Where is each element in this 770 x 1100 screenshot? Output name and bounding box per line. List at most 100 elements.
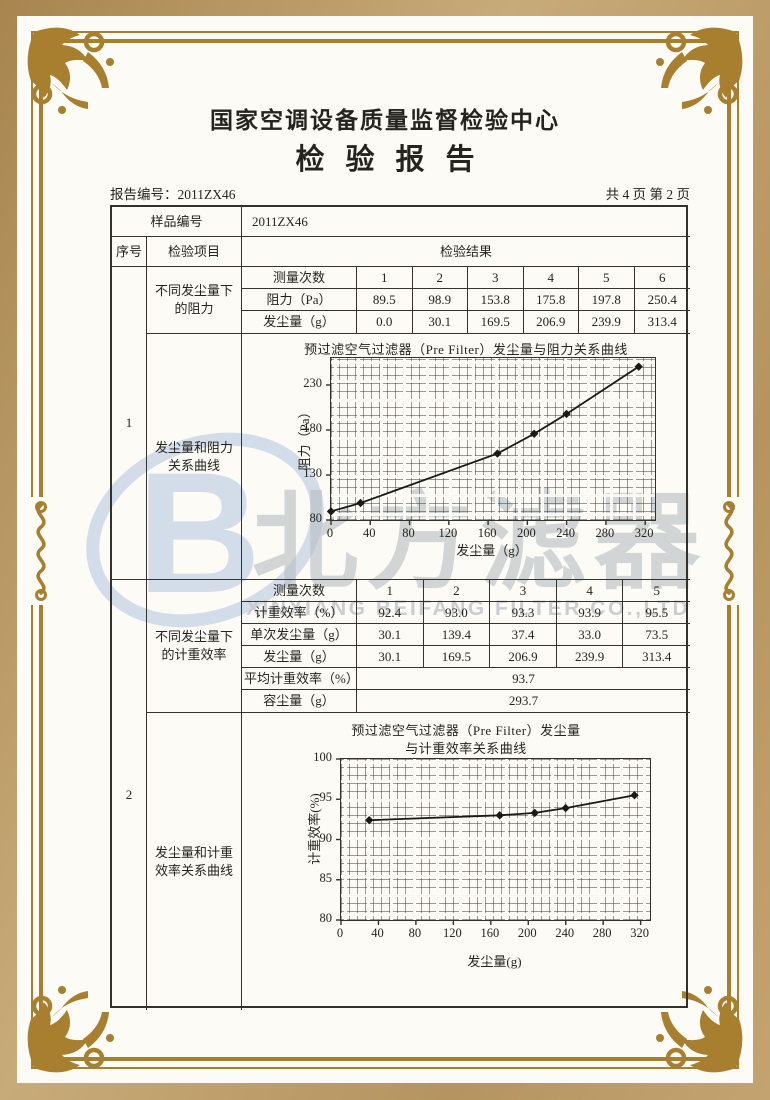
y-tick-label: 95: [319, 790, 333, 805]
st2-val: 37.4: [490, 624, 557, 646]
x-tick-label: 280: [592, 926, 612, 940]
report-title: 检验报告: [295, 144, 496, 176]
st2-col: 5: [623, 580, 690, 602]
side-scroll-ornament-icon: [714, 497, 744, 605]
seq-1: 1: [112, 267, 147, 580]
st2-row-label: 单次发尘量（g）: [242, 624, 357, 646]
st1-row-label: 发尘量（g）: [242, 311, 357, 334]
st1-val: 98.9: [412, 289, 468, 311]
y-tick-label: 130: [303, 466, 322, 480]
chart-title-line1: 预过滤空气过滤器（Pre Filter）发尘量: [351, 723, 581, 738]
x-tick-label: 120: [442, 926, 462, 940]
st2-val: 33.0: [556, 624, 624, 646]
corner-ornament-icon: [648, 978, 748, 1078]
st1-col: 2: [412, 267, 468, 289]
x-tick-label: 0: [326, 526, 334, 540]
item-efficiency: 不同发尘量下的计重效率: [147, 580, 242, 713]
st1-val: 30.1: [412, 311, 468, 334]
st1-val: 313.4: [634, 311, 690, 334]
report-number: 报告编号：2011ZX46: [110, 187, 236, 202]
x-tick-label: 40: [363, 526, 376, 540]
st2-col: 4: [556, 580, 624, 602]
st2-val: 139.4: [423, 624, 491, 646]
st1-val: 175.8: [523, 289, 579, 311]
st2-row-label: 发尘量（g）: [242, 646, 357, 668]
header-seq: 序号: [112, 237, 147, 267]
y-tick-label: 90: [319, 830, 333, 845]
resistance-chart: 预过滤空气过滤器（Pre Filter）发尘量与阻力关系曲线 阻力（Pa） 发尘…: [242, 334, 690, 580]
chart-plot: [326, 357, 656, 525]
st1-row-label: 测量次数: [242, 267, 357, 289]
st1-val: 239.9: [579, 311, 635, 334]
st1-val: 153.8: [468, 289, 524, 311]
x-tick-label: 240: [556, 526, 575, 540]
st1-val: 89.5: [357, 289, 413, 311]
chart-title: 预过滤空气过滤器（Pre Filter）发尘量与阻力关系曲线: [304, 342, 628, 357]
st1-col: 4: [523, 267, 579, 289]
st2-val: 95.5: [623, 602, 690, 624]
header-item: 检验项目: [147, 237, 242, 267]
page-indicator: 共 4 页 第 2 页: [605, 187, 690, 202]
st2-val: 92.4: [357, 602, 424, 624]
inspection-result-table: 样品编号 2011ZX46 序号 检验项目 检验结果 1 2 不同发尘量下的阻力…: [110, 205, 690, 1010]
header-result: 检验结果: [242, 237, 690, 267]
x-tick-label: 40: [371, 926, 384, 940]
chart-title-line2: 与计重效率关系曲线: [405, 741, 527, 756]
st2-val: 169.5: [423, 646, 491, 668]
dust-capacity-value: 293.7: [357, 690, 690, 713]
st1-val: 169.5: [468, 311, 524, 334]
chart-plot: [336, 758, 651, 925]
st1-col: 1: [357, 267, 413, 289]
sample-no-label: 样品编号: [112, 207, 242, 237]
x-tick-label: 80: [408, 926, 422, 940]
x-tick-label: 120: [438, 526, 458, 540]
st2-val: 30.1: [357, 624, 424, 646]
st1-col: 3: [468, 267, 524, 289]
st2-val: 93.3: [490, 602, 557, 624]
st2-row-label: 平均计重效率（%）: [242, 668, 359, 690]
side-scroll-ornament-icon: [26, 497, 56, 605]
st1-val: 250.4: [634, 289, 690, 311]
x-tick-label: 160: [477, 526, 497, 540]
x-tick-label: 200: [516, 526, 536, 540]
st1-col: 6: [634, 267, 690, 289]
st2-col: 3: [490, 580, 557, 602]
x-axis-title: 发尘量（g）: [456, 543, 528, 558]
sample-no-value: 2011ZX46: [242, 207, 690, 237]
st1-val: 206.9: [523, 311, 579, 334]
st2-row-label: 容尘量（g）: [242, 690, 357, 713]
x-axis-title: 发尘量(g): [467, 954, 522, 969]
y-tick-label: 80: [319, 911, 333, 925]
avg-efficiency-value: 93.7: [357, 668, 690, 690]
st2-val: 93.9: [556, 602, 624, 624]
x-tick-label: 280: [595, 526, 615, 540]
st1-row-label: 阻力（Pa）: [242, 289, 357, 311]
st2-col: 1: [357, 580, 424, 602]
y-tick-label: 230: [303, 376, 322, 390]
y-tick-label: 100: [313, 750, 332, 764]
x-tick-label: 80: [402, 526, 415, 540]
st2-col: 2: [423, 580, 491, 602]
st2-val: 93.0: [423, 602, 491, 624]
item-efficiency-curve: 发尘量和计重效率关系曲线: [147, 713, 242, 1010]
x-tick-label: 320: [634, 526, 654, 540]
item-resistance-curve: 发尘量和阻力关系曲线: [147, 334, 242, 580]
x-tick-label: 240: [555, 926, 575, 940]
y-tick-label: 180: [303, 421, 322, 435]
efficiency-chart: 预过滤空气过滤器（Pre Filter）发尘量 与计重效率关系曲线 计重效率(%…: [242, 713, 690, 1010]
x-tick-label: 320: [630, 926, 649, 940]
st2-val: 239.9: [556, 646, 624, 668]
st1-val: 197.8: [579, 289, 635, 311]
st2-val: 206.9: [490, 646, 557, 668]
st1-col: 5: [579, 267, 635, 289]
x-tick-label: 0: [336, 926, 344, 940]
st2-row-label: 测量次数: [242, 580, 357, 602]
st2-row-label: 计重效率（%）: [242, 602, 357, 624]
x-tick-label: 160: [480, 926, 500, 940]
seq-2: 2: [112, 580, 147, 1010]
st2-val: 30.1: [357, 646, 424, 668]
y-tick-label: 80: [309, 511, 323, 525]
x-tick-label: 200: [517, 926, 537, 940]
st2-val: 73.5: [623, 624, 690, 646]
y-tick-label: 85: [319, 870, 333, 885]
